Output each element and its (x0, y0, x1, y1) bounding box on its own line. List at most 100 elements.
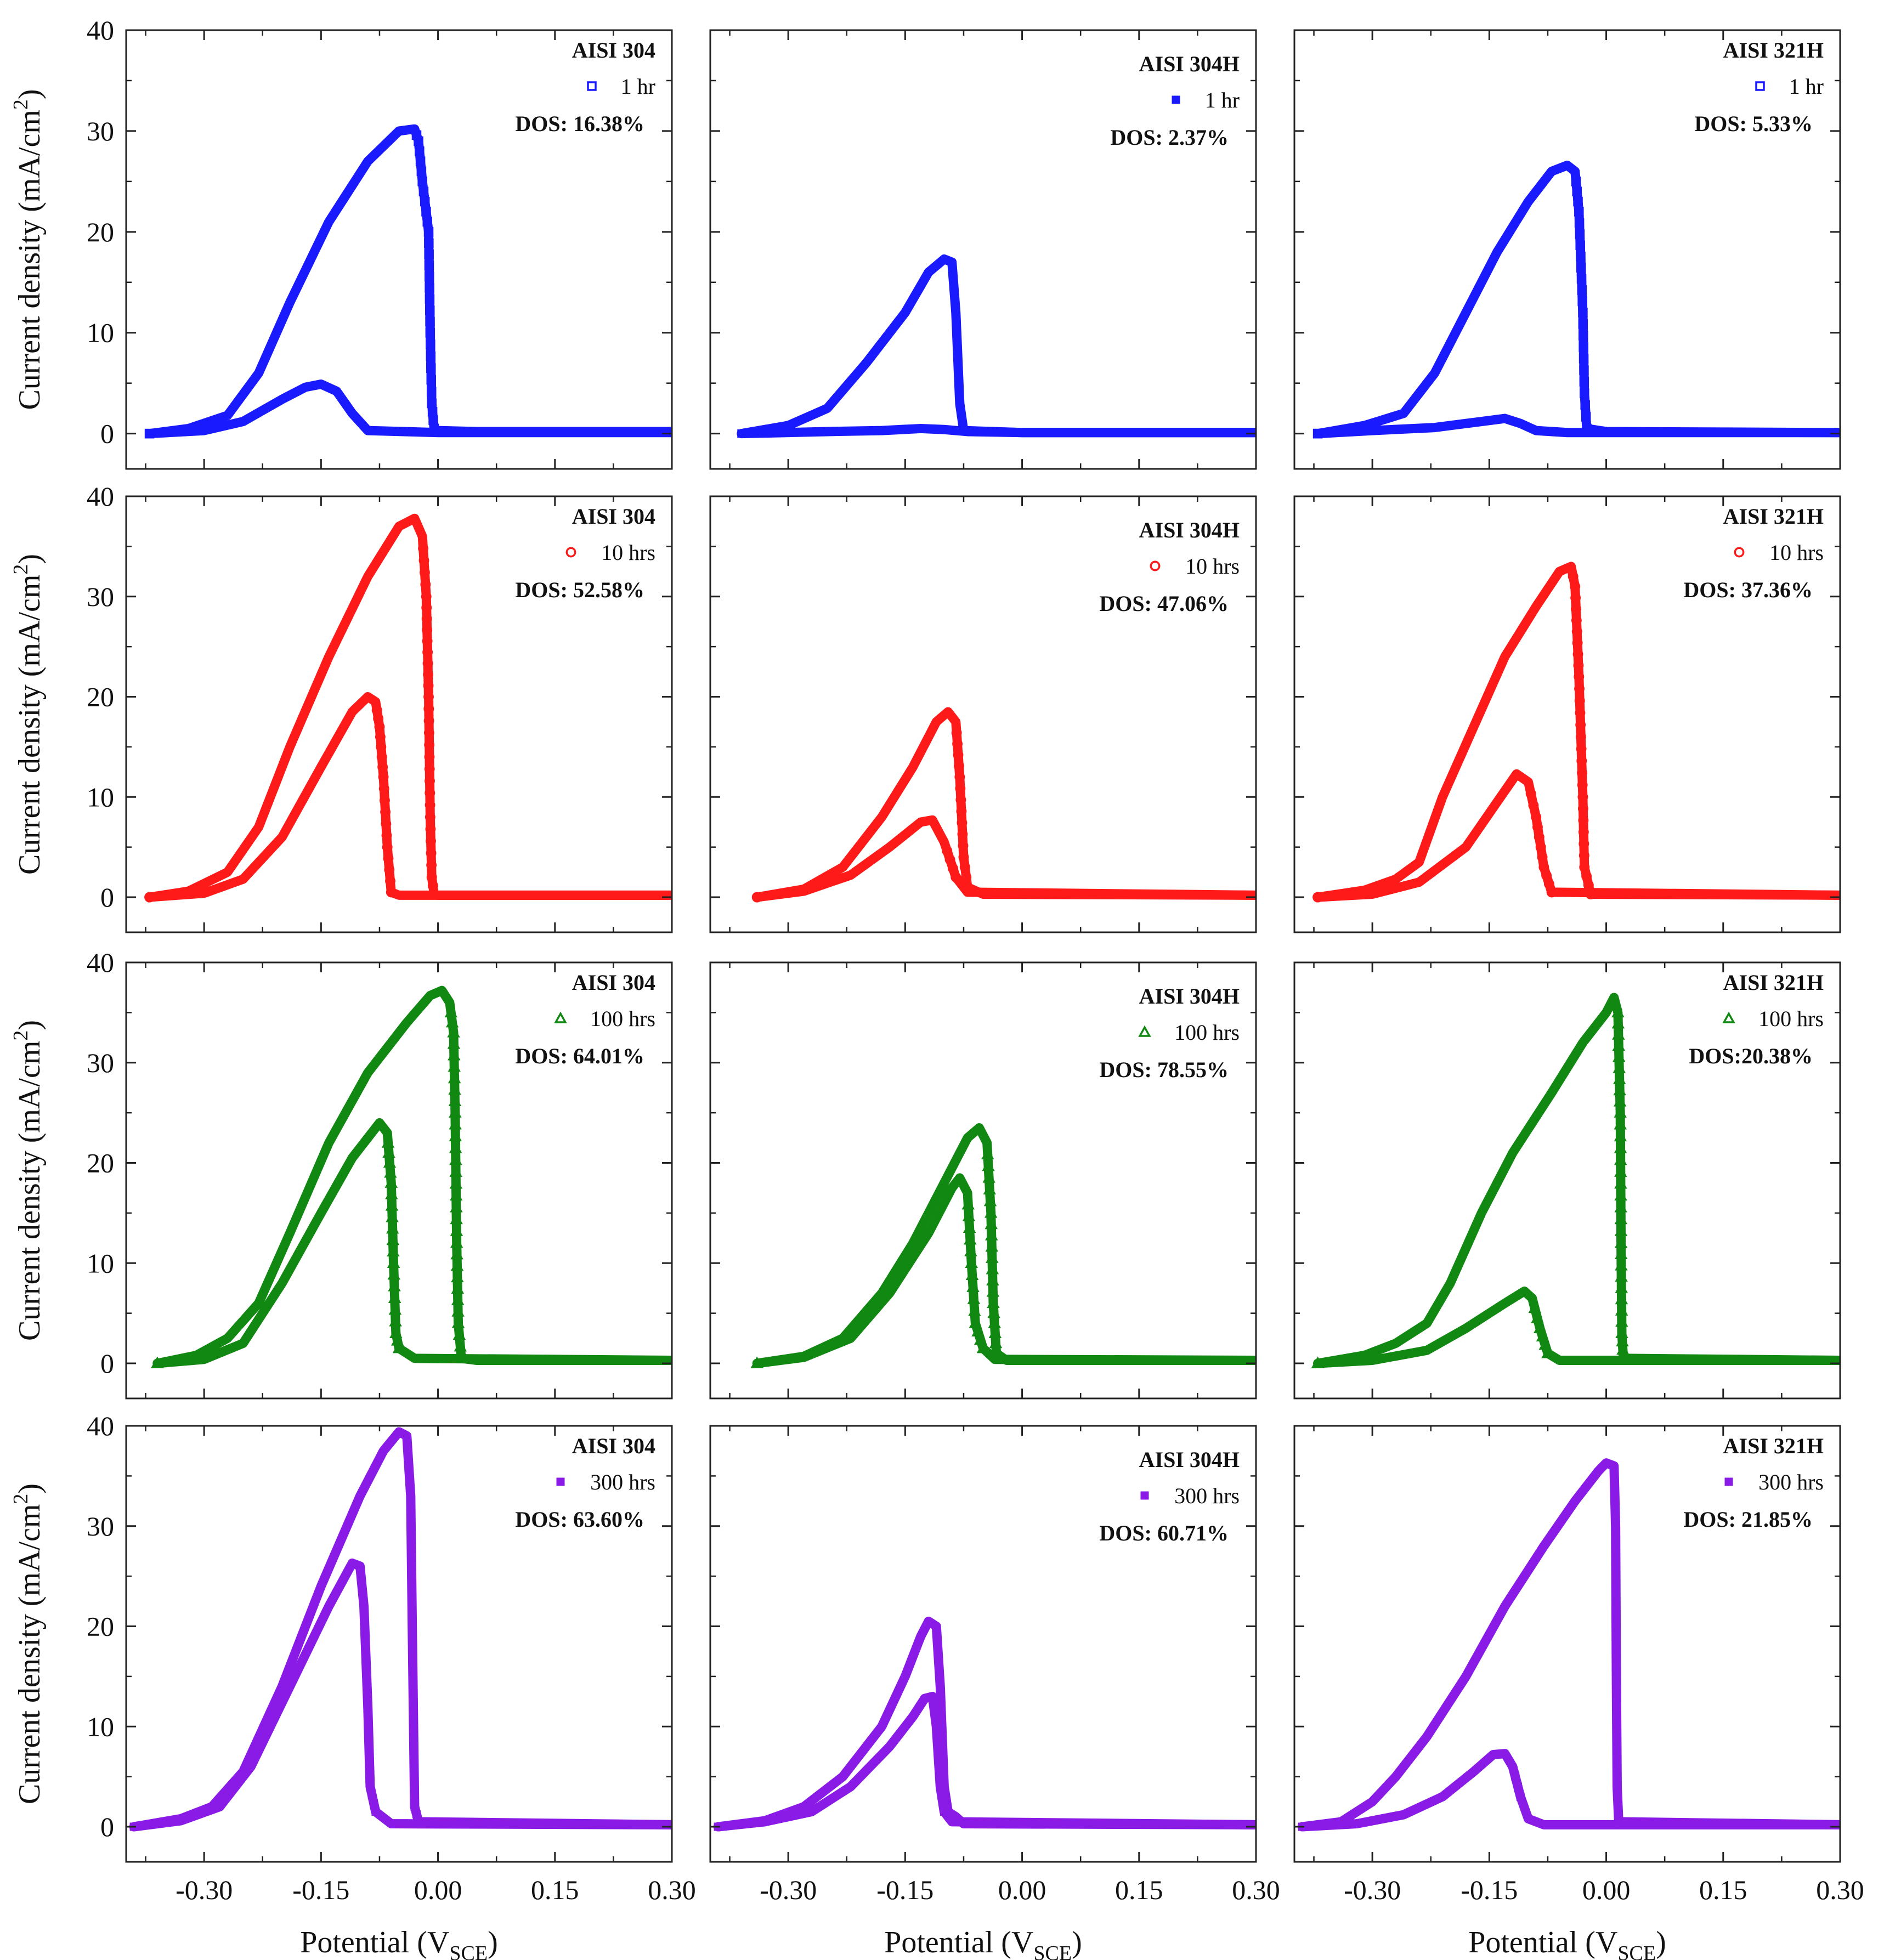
legend-marker-icon (1734, 547, 1745, 558)
reverse-scan-line (1313, 413, 1840, 439)
data-point-marker (418, 186, 429, 197)
reverse-scan-line (145, 379, 672, 439)
y-axis-title: Current density (mA/cm2) (9, 89, 47, 410)
y-tick-label: 40 (87, 947, 114, 978)
data-point-marker (989, 1336, 1003, 1349)
data-point-marker (961, 872, 972, 882)
data-point-marker (1612, 1614, 1621, 1623)
y-tick-label: 20 (87, 1611, 114, 1642)
legend-marker-icon (565, 547, 576, 558)
data-point-marker (1613, 1738, 1621, 1747)
alloy-label: AISI 321H (1723, 38, 1824, 63)
data-point-marker (1528, 1301, 1541, 1313)
data-point-marker (382, 1146, 395, 1158)
data-point-marker (1581, 412, 1591, 422)
x-tick-label: 0.00 (998, 1874, 1046, 1905)
dos-label: DOS: 2.37% (1110, 125, 1229, 150)
data-point-marker (378, 783, 389, 794)
data-point-marker (1614, 1106, 1627, 1118)
x-tick-label: 0.15 (531, 1874, 579, 1905)
data-point-marker (361, 1635, 370, 1644)
series-markers (1312, 562, 1840, 903)
data-point-marker (974, 1333, 987, 1345)
data-point-marker (423, 227, 434, 237)
data-point-marker (1574, 218, 1585, 228)
x-tick-label: 0.00 (414, 1874, 462, 1905)
data-point-marker (1578, 826, 1589, 837)
series-markers (1297, 1458, 1840, 1832)
data-point-marker (1614, 1200, 1627, 1213)
data-point-marker (1613, 1095, 1627, 1107)
y-tick-label: 30 (87, 1047, 114, 1078)
alloy-label: AISI 304H (1139, 518, 1240, 542)
data-point-marker (409, 1694, 417, 1703)
data-point-marker (959, 862, 970, 873)
data-point-marker (408, 1574, 416, 1583)
data-point-marker (1613, 1716, 1621, 1725)
data-point-marker (953, 331, 961, 339)
data-point-marker (384, 1166, 397, 1178)
data-point-marker (1612, 1039, 1626, 1051)
data-point-marker (1525, 788, 1536, 799)
data-point-marker (450, 1259, 464, 1271)
data-point-marker (1538, 1338, 1552, 1350)
data-point-marker (363, 1680, 371, 1689)
data-point-marker (988, 1326, 1002, 1338)
data-point-marker (454, 1340, 467, 1352)
y-tick-label: 10 (87, 1248, 114, 1278)
data-point-marker (751, 892, 762, 903)
data-point-marker (448, 1083, 461, 1095)
data-point-marker (1578, 815, 1589, 826)
data-point-marker (410, 1802, 419, 1811)
x-axis-title: Potential (VSCE) (1468, 1925, 1666, 1960)
data-point-marker (971, 1324, 985, 1336)
legend-marker-icon (556, 1477, 565, 1486)
data-point-marker (955, 795, 966, 805)
panel-r1-c1: AISI 304H 10 hrs DOS: 47.06% (709, 495, 1257, 933)
dos-label: DOS: 60.71% (1099, 1521, 1229, 1545)
plot-frame (1293, 495, 1841, 933)
data-point-marker (1614, 1165, 1627, 1177)
data-point-marker (409, 1682, 417, 1691)
data-point-marker (982, 1159, 995, 1171)
data-point-marker (455, 1351, 468, 1363)
data-point-marker (451, 1271, 464, 1283)
data-point-marker (967, 1292, 981, 1304)
data-point-marker (367, 1791, 376, 1799)
data-point-marker (414, 136, 423, 146)
forward-scan-line (1313, 562, 1840, 902)
data-point-marker (954, 376, 963, 385)
legend-label: 300 hrs (590, 1470, 655, 1494)
data-point-marker (1312, 892, 1323, 903)
data-point-marker (381, 830, 392, 841)
data-point-marker (969, 1316, 982, 1328)
data-point-marker (964, 1244, 977, 1256)
data-point-marker (1534, 831, 1544, 842)
data-point-marker (1577, 791, 1588, 802)
data-point-marker (406, 1504, 415, 1513)
y-tick-label: 0 (100, 1348, 114, 1379)
panel-r3-c0: 0 10 20 30 40 -0.30 -0.15 0.00 0.15 0.30 AISI 304 3… (9, 1410, 696, 1960)
data-point-marker (1612, 1028, 1625, 1040)
data-point-marker (942, 1799, 951, 1808)
data-point-marker (1611, 1533, 1620, 1542)
data-point-marker (144, 428, 155, 439)
data-point-marker (444, 1006, 457, 1018)
data-point-marker (386, 1210, 399, 1222)
data-point-marker (953, 761, 964, 772)
data-point-marker (1610, 1486, 1619, 1494)
x-tick-label: 0.15 (1699, 1874, 1747, 1905)
series-markers (144, 513, 672, 903)
data-point-marker (376, 741, 387, 752)
data-point-marker (421, 613, 432, 624)
data-point-marker (986, 1251, 999, 1263)
data-point-marker (1611, 1556, 1620, 1565)
y-tick-label: 30 (87, 1511, 114, 1542)
x-axis-title: Potential (VSCE) (884, 1925, 1082, 1960)
data-point-marker (937, 1726, 946, 1735)
data-point-marker (1611, 1545, 1620, 1554)
panel-r2-c1: AISI 304H 100 hrs DOS: 78.55% (709, 961, 1257, 1400)
data-point-marker (1576, 756, 1587, 766)
data-point-marker (425, 824, 436, 835)
data-point-marker (1614, 1118, 1627, 1130)
